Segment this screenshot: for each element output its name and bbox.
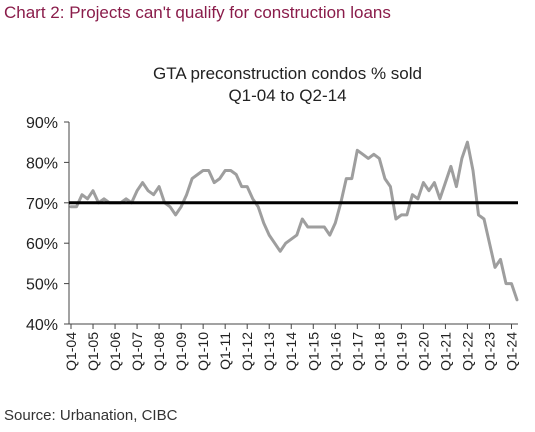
x-tick-label: Q1-24 <box>503 332 519 371</box>
y-tick-label: 80% <box>26 155 58 172</box>
x-tick-label: Q1-19 <box>393 332 409 371</box>
series-line <box>69 140 519 302</box>
x-tick-label: Q1-17 <box>349 332 365 371</box>
y-tick-label: 70% <box>26 196 58 213</box>
y-tick-label: 60% <box>26 236 58 253</box>
x-tick-label: Q1-11 <box>217 332 233 370</box>
x-tick-label: Q1-10 <box>195 332 211 371</box>
x-tick-label: Q1-23 <box>481 332 497 371</box>
y-tick-label: 50% <box>26 277 58 294</box>
x-tick-label: Q1-13 <box>261 332 277 371</box>
page-heading: Chart 2: Projects can't qualify for cons… <box>4 3 391 22</box>
x-tick-label: Q1-07 <box>129 332 145 371</box>
x-tick-label: Q1-12 <box>239 332 255 371</box>
x-tick-label: Q1-09 <box>173 332 189 371</box>
y-tick-label: 90% <box>26 115 58 132</box>
x-tick-label: Q1-04 <box>63 332 79 371</box>
x-tick-label: Q1-08 <box>151 332 167 371</box>
x-tick-label: Q1-22 <box>459 332 475 371</box>
x-tick-label: Q1-18 <box>371 332 387 371</box>
x-tick-label: Q1-20 <box>415 332 431 371</box>
x-tick-label: Q1-15 <box>305 332 321 371</box>
x-tick-label: Q1-05 <box>85 332 101 371</box>
y-tick-label: 40% <box>26 317 58 334</box>
x-tick-label: Q1-06 <box>107 332 123 371</box>
chart-title: GTA preconstruction condos % sold <box>153 64 422 83</box>
x-tick-label: Q1-16 <box>327 332 343 371</box>
x-tick-label: Q1-14 <box>283 332 299 371</box>
source-note: Source: Urbanation, CIBC <box>4 407 178 424</box>
x-tick-label: Q1-21 <box>437 332 453 371</box>
chart-subtitle: Q1-04 to Q2-14 <box>228 86 347 105</box>
